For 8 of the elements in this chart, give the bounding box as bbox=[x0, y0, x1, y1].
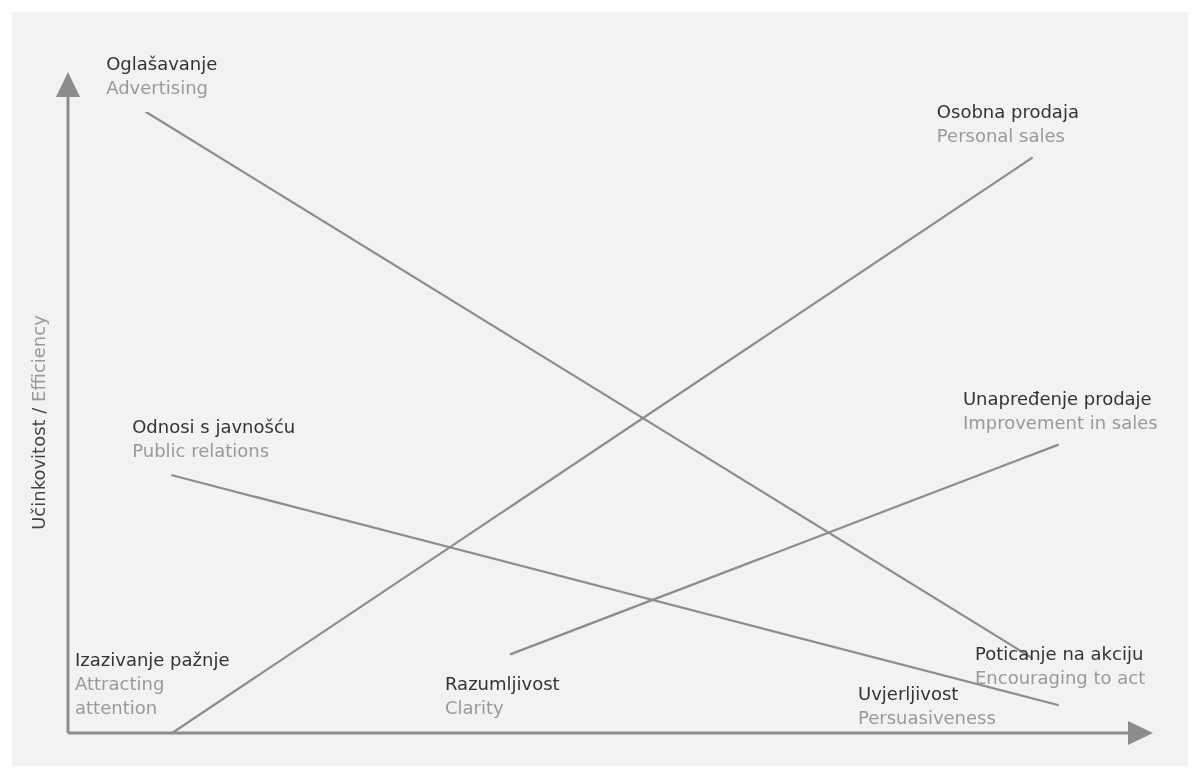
annotation: Izazivanje pažnje Attracting attention bbox=[75, 648, 230, 718]
text: Osobna prodaja Personal sales bbox=[936, 100, 1079, 146]
legend-label: Oglašavanje Advertising bbox=[106, 52, 218, 98]
annotation: Poticanje na akciju Encouraging to act bbox=[975, 642, 1146, 688]
y-axis-title: Učinkovitost / Efficiency bbox=[27, 314, 49, 530]
text: Odnosi s javnošću Public relations bbox=[132, 415, 296, 461]
series-label: Unapređenje prodaje Improvement in sales bbox=[962, 387, 1158, 433]
annotation: Razumljivost Clarity bbox=[445, 672, 560, 718]
